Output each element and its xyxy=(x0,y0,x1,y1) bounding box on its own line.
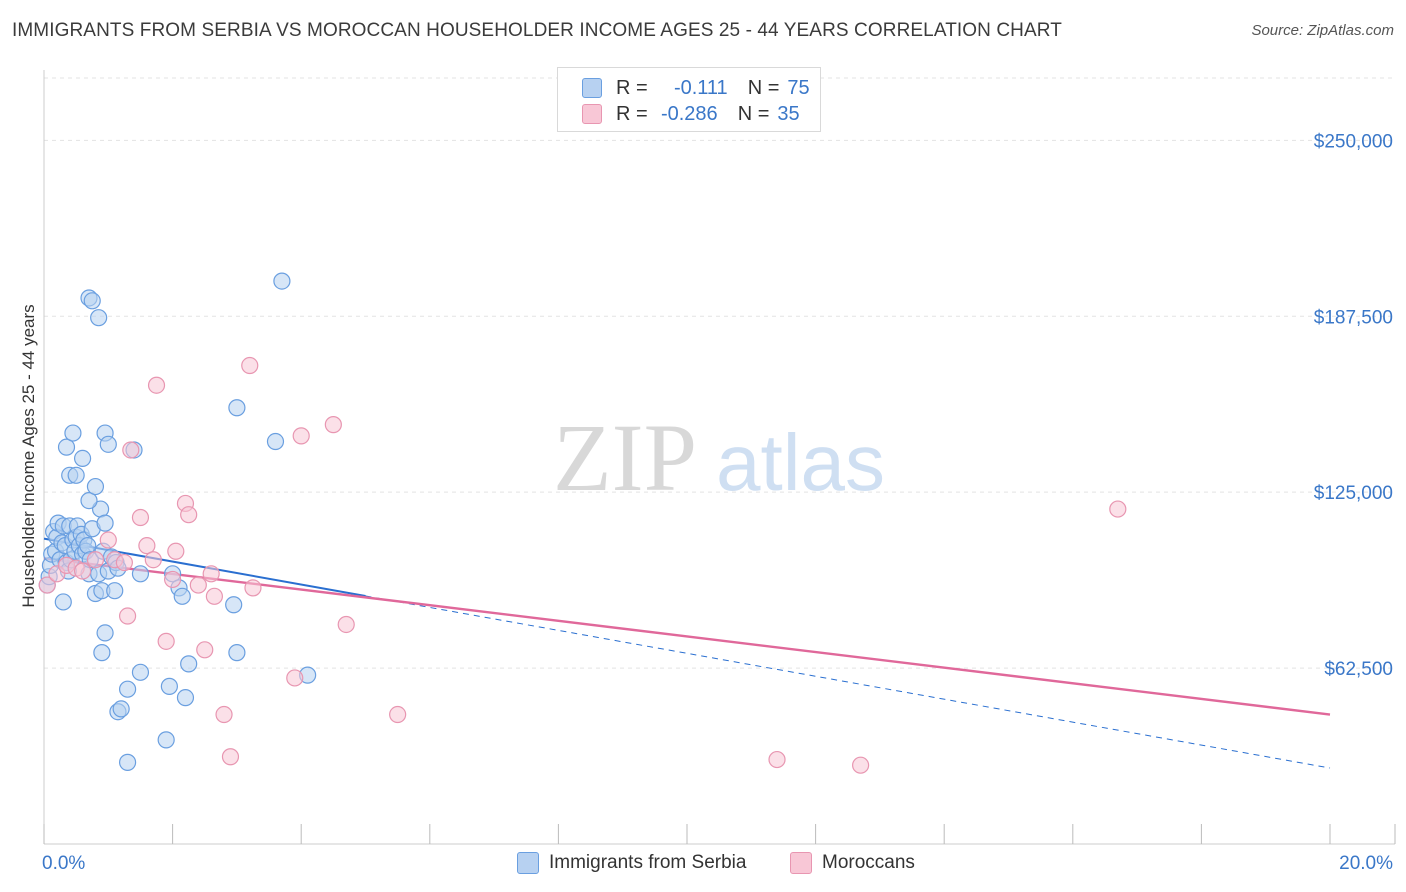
data-point-moroccan xyxy=(122,441,140,459)
y-tick-label: $62,500 xyxy=(1324,659,1393,680)
data-point-moroccan xyxy=(196,641,214,659)
axis-layer xyxy=(43,70,1396,845)
source-credit: Source: ZipAtlas.com xyxy=(1251,22,1394,39)
data-point-moroccan xyxy=(86,551,105,569)
data-point-serbia xyxy=(79,537,97,555)
correlation-legend: R = -0.111 N = 75 R = -0.286 N = 35 xyxy=(557,67,821,132)
chart-title: IMMIGRANTS FROM SERBIA VS MOROCCAN HOUSE… xyxy=(12,20,1062,41)
series-legend: Immigrants from Serbia Moroccans xyxy=(0,852,1406,878)
data-point-moroccan xyxy=(389,705,407,724)
legend-swatch-moroccan xyxy=(582,104,602,124)
y-tick-label: $187,500 xyxy=(1314,307,1393,328)
data-point-serbia xyxy=(54,593,72,611)
data-point-moroccan xyxy=(205,587,223,605)
trend-line-moroccan xyxy=(43,557,1331,716)
data-point-serbia xyxy=(180,655,198,673)
legend-swatch-serbia xyxy=(517,852,539,874)
data-point-moroccan xyxy=(215,705,233,724)
data-point-moroccan xyxy=(167,542,185,560)
legend-n-label: N = xyxy=(737,102,770,125)
legend-r-value: -0.111 xyxy=(673,76,728,99)
data-point-moroccan xyxy=(147,376,166,394)
legend-r-value: -0.286 xyxy=(660,102,718,125)
data-point-serbia xyxy=(228,644,246,662)
data-point-serbia xyxy=(176,689,195,707)
y-axis-title: Householder Income Ages 25 - 44 years xyxy=(19,304,38,607)
data-point-moroccan xyxy=(241,356,259,375)
watermark: ZIP atlas xyxy=(553,404,885,511)
legend-label-serbia: Immigrants from Serbia xyxy=(549,852,747,873)
data-point-moroccan xyxy=(38,576,56,594)
data-point-moroccan xyxy=(768,750,786,769)
watermark-atlas: atlas xyxy=(716,418,885,507)
y-tick-label: $250,000 xyxy=(1314,131,1393,152)
legend-r-label: R = xyxy=(616,102,648,125)
data-point-serbia xyxy=(225,596,243,614)
trend-line-serbia-projected xyxy=(365,595,1331,769)
data-point-moroccan xyxy=(852,756,870,774)
data-point-moroccan xyxy=(202,565,220,583)
data-point-serbia xyxy=(67,466,85,484)
data-point-serbia xyxy=(118,753,137,771)
legend-item-moroccans: Moroccans xyxy=(790,852,915,874)
legend-label-moroccans: Moroccans xyxy=(822,852,915,873)
data-point-serbia xyxy=(131,565,150,583)
data-point-serbia xyxy=(96,514,114,532)
y-tick-label: $125,000 xyxy=(1314,483,1393,504)
legend-item-serbia: Immigrants from Serbia xyxy=(517,852,746,874)
data-point-moroccan xyxy=(73,562,92,580)
data-point-serbia xyxy=(160,677,178,695)
data-point-serbia xyxy=(93,644,111,662)
data-point-serbia xyxy=(266,432,285,451)
data-point-serbia xyxy=(131,663,150,681)
data-point-serbia xyxy=(112,700,130,718)
data-point-moroccan xyxy=(180,506,198,524)
data-point-moroccan xyxy=(99,531,117,549)
data-point-moroccan xyxy=(138,537,156,555)
x-tick-label-min: 0.0% xyxy=(42,853,85,874)
data-point-moroccan xyxy=(115,553,133,572)
data-point-serbia xyxy=(99,435,117,453)
data-point-serbia xyxy=(118,680,137,698)
data-point-serbia xyxy=(273,272,291,290)
legend-swatch-moroccans xyxy=(790,852,812,874)
legend-r-label: R = xyxy=(616,76,648,99)
data-point-moroccan xyxy=(324,416,342,434)
data-point-moroccan xyxy=(164,570,182,589)
data-point-moroccan xyxy=(118,607,137,625)
data-point-moroccan xyxy=(144,551,162,569)
data-point-moroccan xyxy=(221,748,240,766)
legend-row-serbia: R = -0.111 N = 75 xyxy=(582,75,810,101)
data-point-serbia xyxy=(90,309,108,327)
label-layer: $62,500 $125,000 $187,500 $250,000 0.0% 20.0% xyxy=(42,131,1393,874)
data-point-moroccan xyxy=(1109,500,1127,518)
data-point-serbia xyxy=(96,624,114,642)
data-point-serbia xyxy=(86,477,105,496)
data-point-moroccan xyxy=(286,669,304,687)
data-point-serbia xyxy=(173,587,191,605)
data-point-serbia xyxy=(57,438,76,456)
data-point-serbia xyxy=(64,424,82,442)
data-point-moroccan xyxy=(131,508,150,527)
legend-n-label: N = xyxy=(747,76,780,99)
data-point-serbia xyxy=(80,492,98,510)
data-point-moroccan xyxy=(189,576,207,594)
legend-n-value: 75 xyxy=(787,76,810,99)
x-tick-label-max: 20.0% xyxy=(1339,853,1393,874)
data-point-moroccan xyxy=(292,427,310,445)
data-point-moroccan xyxy=(337,615,355,634)
legend-n-value: 35 xyxy=(777,102,800,125)
points-layer xyxy=(38,272,1127,774)
data-point-moroccan xyxy=(157,632,175,650)
data-point-serbia xyxy=(157,731,175,749)
data-point-serbia xyxy=(73,449,92,468)
legend-row-moroccan: R = -0.286 N = 35 xyxy=(582,101,800,127)
data-point-moroccan xyxy=(244,579,262,597)
legend-swatch-serbia xyxy=(582,78,602,98)
watermark-zip: ZIP xyxy=(553,404,697,511)
data-point-serbia xyxy=(106,582,124,600)
data-point-serbia xyxy=(228,399,246,417)
data-point-serbia xyxy=(83,292,101,310)
